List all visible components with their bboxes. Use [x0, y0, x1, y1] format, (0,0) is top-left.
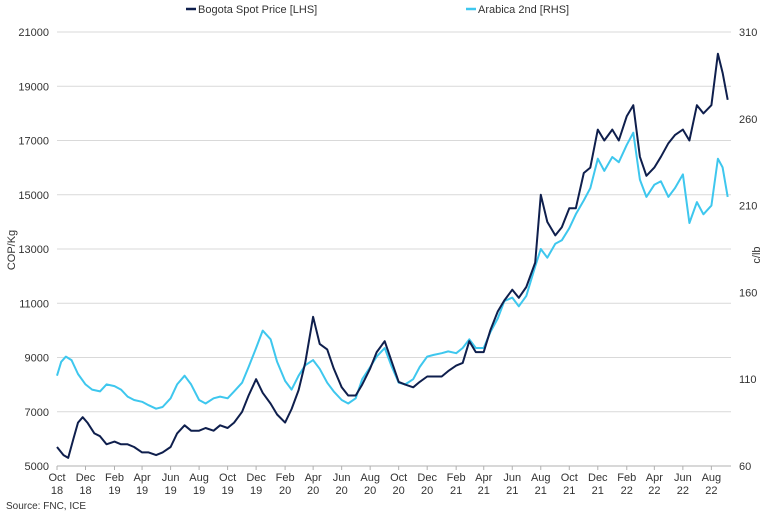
legend-label-arabica: Arabica 2nd [RHS]: [478, 4, 569, 16]
x-tick-label: Apr 22: [646, 472, 663, 497]
x-tick-label: Aug 19: [189, 472, 209, 497]
left-tick-label: 19000: [18, 81, 49, 93]
x-tick-label: Aug 21: [531, 472, 551, 497]
left-axis-ticks: 5000 7000 9000 11000 13000 15000 17000 19000 210…: [18, 27, 49, 473]
x-tick-label: Feb 21: [447, 472, 466, 497]
left-tick-label: 17000: [18, 136, 49, 148]
right-tick-label: 60: [739, 461, 751, 473]
x-tick-label: Apr 20: [305, 472, 322, 497]
x-tick-label: Oct 18: [48, 472, 65, 497]
series-bogota-spot-price: [56, 52, 729, 459]
left-tick-label: 5000: [25, 461, 49, 473]
right-tick-label: 260: [739, 114, 757, 126]
x-tick-label: Apr 19: [134, 472, 151, 497]
legend-label-bogota: Bogota Spot Price [LHS]: [198, 4, 317, 16]
right-tick-label: 210: [739, 201, 757, 213]
x-tick-label: Dec 20: [417, 472, 437, 497]
x-tick-label: Feb 19: [105, 472, 124, 497]
source-note: Source: FNC, ICE: [6, 501, 87, 512]
left-tick-label: 21000: [18, 27, 49, 39]
left-tick-label: 11000: [19, 298, 49, 310]
x-tick-label: Aug 22: [702, 472, 722, 497]
x-axis-ticks: Oct 18 Dec 18 Feb 19 Apr 19 Jun 19 Aug 19 Oct 19 Dec 19…: [48, 466, 721, 497]
x-tick-label: Dec 19: [246, 472, 266, 497]
series-arabica-2nd: [56, 131, 729, 410]
x-tick-label: Jun 20: [333, 472, 351, 497]
left-tick-label: 7000: [25, 407, 49, 419]
x-tick-label: Aug 20: [360, 472, 380, 497]
x-tick-label: Jun 21: [503, 472, 521, 497]
legend: Bogota Spot Price [LHS] Arabica 2nd [RHS…: [186, 4, 569, 16]
x-tick-label: Jun 19: [162, 472, 180, 497]
x-tick-label: Oct 19: [219, 472, 236, 497]
left-tick-label: 15000: [18, 190, 49, 202]
series-layer: [56, 52, 729, 459]
gridlines: [57, 31, 731, 413]
x-tick-label: Jun 22: [674, 472, 692, 497]
left-tick-label: 13000: [18, 244, 49, 256]
right-axis-title: c/lb: [751, 246, 763, 263]
right-tick-label: 110: [739, 374, 757, 386]
x-tick-label: Dec 18: [76, 472, 96, 497]
x-tick-label: Oct 20: [390, 472, 407, 497]
x-tick-label: Oct 21: [561, 472, 578, 497]
left-tick-label: 9000: [25, 353, 49, 365]
x-tick-label: Apr 21: [475, 472, 492, 497]
right-axis-ticks: 60 110 160 210 260 310: [739, 27, 757, 473]
x-tick-label: Feb 20: [276, 472, 295, 497]
x-tick-label: Feb 22: [617, 472, 636, 497]
left-axis-title: COP/Kg: [6, 230, 18, 270]
right-tick-label: 160: [739, 287, 757, 299]
right-tick-label: 310: [739, 27, 757, 39]
x-tick-label: Dec 21: [588, 472, 608, 497]
